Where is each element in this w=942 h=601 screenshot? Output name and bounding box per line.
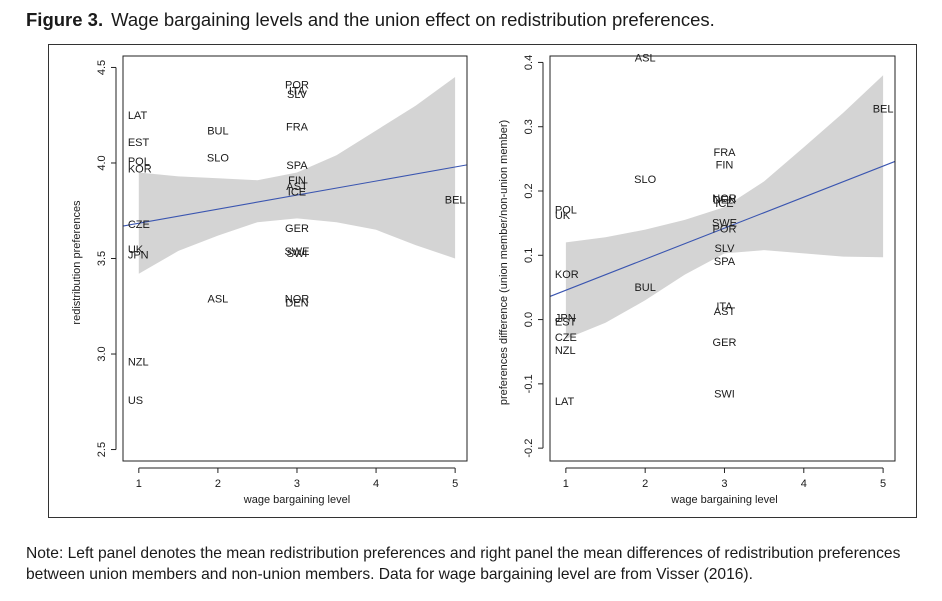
right-point-label: ITA [716, 301, 733, 313]
right-x-axis-title: wage bargaining level [670, 494, 777, 506]
right-point-label: SLV [714, 243, 735, 255]
left-point-label: US [128, 395, 143, 407]
left-point-label: ASL [207, 294, 228, 306]
left-point-label: FRA [286, 122, 309, 134]
left-point-label: ICE [288, 187, 306, 199]
figure-frame [48, 44, 917, 518]
right-plot-box [549, 55, 896, 462]
figure-note: Note: Left panel denotes the mean redist… [26, 545, 901, 583]
right-point-label: BEL [873, 104, 894, 116]
left-x-tick-label: 4 [373, 478, 379, 490]
right-point-label: NOR [712, 193, 737, 205]
right-panel: 1 2 3 4 5 wage bargaining level -0.2 -0.1 0.0 0.1… [498, 52, 896, 506]
left-x-tick-label: 2 [215, 478, 221, 490]
left-point-label: SWI [287, 248, 308, 260]
right-point-label: EST [555, 317, 577, 329]
figure-caption: Figure 3. Wage bargaining levels and the … [26, 9, 715, 31]
left-point-label: ITA [289, 85, 306, 97]
left-point-label: KOR [128, 164, 152, 176]
left-point-label: CZE [128, 219, 150, 231]
right-point-label: POR [713, 223, 737, 235]
right-confidence-band [565, 75, 884, 339]
right-y-tick-label: -0.1 [523, 374, 535, 393]
left-point-label: NZL [128, 357, 149, 369]
left-point-label: POL [128, 156, 150, 168]
figure-label: Figure 3. [26, 9, 104, 30]
left-point-label: BUL [207, 126, 228, 138]
left-x-tick-label: 1 [136, 478, 142, 490]
right-point-label: UK [555, 210, 571, 222]
right-x-tick-label: 2 [642, 478, 648, 490]
right-point-label: SPA [714, 256, 736, 268]
left-point-label: SWE [284, 246, 309, 258]
right-fit-line [549, 160, 896, 297]
left-y-tick-label: 3.0 [96, 346, 108, 361]
left-point-label: UK [128, 244, 144, 256]
left-point-label: JPN [128, 250, 149, 262]
left-x-axis-title: wage bargaining level [243, 494, 350, 506]
right-y-tick-label: 0.3 [523, 119, 535, 134]
figure-title: Wage bargaining levels and the union eff… [111, 9, 715, 30]
right-point-label: DEN [713, 194, 736, 206]
right-point-label: ASL [635, 52, 656, 64]
left-x-tick-label: 5 [452, 478, 458, 490]
left-y-tick-label: 4.5 [96, 60, 108, 75]
left-confidence-band [138, 77, 456, 274]
left-point-label: EST [128, 137, 150, 149]
left-point-label: LAT [128, 110, 148, 122]
right-point-label: POL [555, 205, 577, 217]
right-point-label: ICE [715, 198, 733, 210]
right-x-tick-label: 3 [721, 478, 727, 490]
left-x-tick-label: 3 [294, 478, 300, 490]
left-plot-box [122, 55, 468, 462]
right-y-tick-label: 0.1 [523, 248, 535, 263]
left-y-tick-label: 2.5 [96, 442, 108, 457]
left-point-label: FIN [288, 175, 306, 187]
left-point-label: SPA [286, 160, 308, 172]
right-point-label: CZE [555, 332, 577, 344]
left-y-tick-label: 3.5 [96, 251, 108, 266]
right-point-label: SWI [714, 389, 735, 401]
left-point-label: POR [285, 80, 309, 92]
left-point-label: GER [285, 223, 309, 235]
right-point-label: AST [714, 306, 736, 318]
right-point-label: FIN [716, 160, 734, 172]
right-point-label: BUL [634, 282, 655, 294]
left-y-tick-label: 4.0 [96, 155, 108, 170]
left-panel: 1 2 3 4 5 wage bargaining level 2.5 3.0 3.5 4.0 4.… [71, 55, 468, 506]
right-point-label: JPN [555, 313, 576, 325]
left-fit-line [122, 164, 468, 227]
left-point-label: DEN [285, 297, 308, 309]
right-point-label: LAT [555, 396, 575, 408]
right-y-tick-label: -0.2 [523, 439, 535, 458]
left-y-axis-title: redistribution preferences [71, 200, 83, 325]
left-point-label: BEL [445, 194, 466, 206]
right-y-tick-label: 0.4 [523, 55, 535, 70]
left-point-label: AST [286, 181, 308, 193]
right-y-tick-label: 0.2 [523, 183, 535, 198]
left-point-label: SLV [287, 89, 308, 101]
right-x-tick-label: 4 [801, 478, 807, 490]
left-point-label: SLO [207, 152, 229, 164]
right-y-axis-title: preferences difference (union member/non… [498, 120, 510, 405]
right-y-tick-label: 0.0 [523, 312, 535, 327]
right-point-label: GER [713, 337, 737, 349]
right-point-label: SLO [634, 174, 656, 186]
right-point-label: SWE [712, 218, 737, 230]
right-point-label: FRA [713, 147, 736, 159]
left-point-label: NOR [285, 294, 310, 306]
right-point-label: NZL [555, 345, 576, 357]
right-x-tick-label: 1 [563, 478, 569, 490]
right-point-label: KOR [555, 269, 579, 281]
right-x-tick-label: 5 [880, 478, 886, 490]
